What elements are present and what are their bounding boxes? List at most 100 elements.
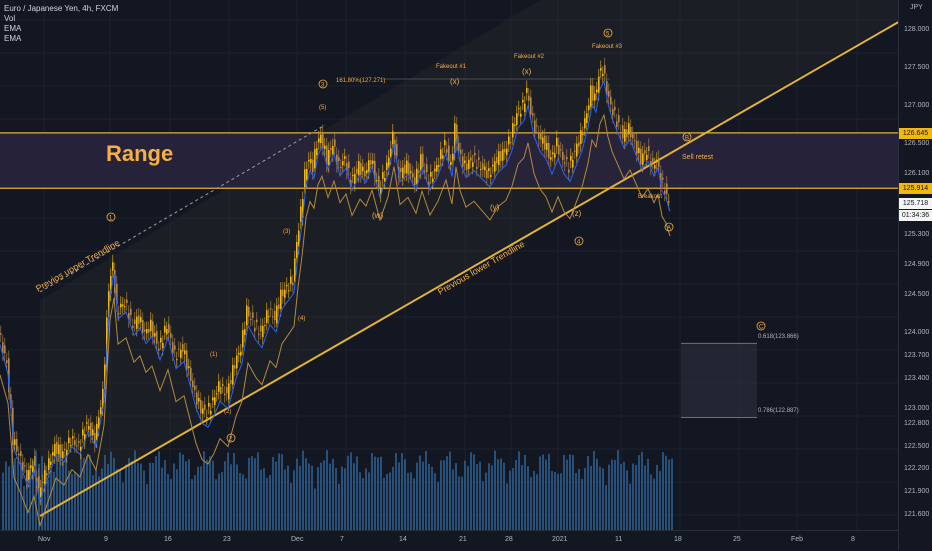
- volume-bar: [338, 483, 340, 530]
- candle-body: [388, 157, 390, 168]
- volume-bar: [344, 468, 346, 530]
- candle-body: [42, 481, 44, 484]
- candle-body: [170, 333, 172, 338]
- volume-bar: [326, 450, 328, 530]
- candle-body: [160, 337, 162, 343]
- candle-body: [450, 161, 452, 166]
- volume-bar: [584, 468, 586, 530]
- legend-ema-2[interactable]: EMA: [4, 34, 22, 43]
- volume-bar: [257, 452, 259, 530]
- candle-body: [640, 148, 642, 165]
- y-tick-label: 121.600: [904, 510, 930, 518]
- candle-body: [196, 392, 198, 405]
- candle-body: [530, 97, 532, 115]
- volume-bar: [518, 451, 520, 530]
- volume-bar: [452, 469, 454, 530]
- price-tag: 126.645: [899, 127, 932, 139]
- candle-body: [592, 85, 594, 101]
- candle-body: [316, 148, 318, 156]
- time-axis[interactable]: [0, 530, 898, 551]
- candle-body: [108, 291, 110, 318]
- volume-bar: [83, 457, 85, 530]
- candle-body: [434, 168, 436, 172]
- candle-body: [96, 423, 98, 441]
- price-scale[interactable]: [898, 0, 932, 550]
- volume-bar: [182, 454, 184, 530]
- candle-body: [62, 451, 64, 459]
- candle-body: [660, 172, 662, 188]
- volume-bar: [233, 453, 235, 530]
- legend-symbol[interactable]: Euro / Japanese Yen, 4h, FXCM: [4, 4, 119, 13]
- candle-body: [568, 169, 570, 173]
- candle-body: [554, 153, 556, 158]
- volume-bar: [440, 460, 442, 530]
- volume-bar: [278, 453, 280, 530]
- volume-bar: [236, 464, 238, 530]
- volume-bar: [485, 472, 487, 530]
- volume-bar: [530, 477, 532, 530]
- candle-body: [422, 153, 424, 167]
- candle-body: [382, 172, 384, 179]
- candle-body: [34, 456, 36, 467]
- volume-bar: [89, 454, 91, 530]
- volume-bar: [506, 483, 508, 530]
- legend-ema-1[interactable]: EMA: [4, 24, 22, 33]
- candle-body: [64, 448, 66, 451]
- candle-body: [110, 276, 112, 294]
- candle-body: [462, 156, 464, 167]
- candle-body: [404, 164, 406, 174]
- volume-bar: [464, 460, 466, 530]
- x-tick-label: 28: [505, 536, 513, 543]
- y-tick-label: 125.300: [904, 230, 930, 238]
- candle-body: [456, 124, 458, 144]
- legend-volume[interactable]: Vol: [4, 14, 16, 23]
- volume-bar: [536, 474, 538, 530]
- candle-body: [518, 108, 520, 110]
- volume-bar: [551, 471, 553, 530]
- volume-bar: [209, 456, 211, 530]
- volume-bar: [500, 458, 502, 530]
- volume-bar: [287, 465, 289, 530]
- volume-bar: [296, 458, 298, 530]
- candle-body: [300, 206, 302, 222]
- candle-body: [464, 160, 466, 164]
- candle-body: [30, 465, 32, 468]
- volume-bar: [650, 474, 652, 530]
- wave-4-label: 4: [577, 240, 581, 246]
- volume-bar: [41, 456, 43, 530]
- volume-bar: [479, 461, 481, 530]
- candle-body: [68, 437, 70, 444]
- volume-bar: [197, 466, 199, 530]
- candle-body: [524, 103, 526, 112]
- candle-body: [72, 436, 74, 439]
- volume-bar: [122, 482, 124, 530]
- volume-bar: [62, 461, 64, 530]
- candle-body: [558, 144, 560, 155]
- volume-bar: [329, 463, 331, 530]
- candle-body: [596, 89, 598, 93]
- annotation-fakeout-3: Fakeout #3: [592, 44, 623, 50]
- volume-bar: [74, 471, 76, 530]
- volume-bar: [101, 468, 103, 530]
- volume-bar: [371, 453, 373, 530]
- volume-bar: [47, 479, 49, 530]
- candle-body: [472, 162, 474, 167]
- candle-body: [542, 137, 544, 144]
- volume-bar: [521, 465, 523, 530]
- candle-body: [80, 446, 82, 452]
- volume-bar: [638, 455, 640, 530]
- candle-body: [506, 148, 508, 155]
- candle-body: [330, 148, 332, 150]
- volume-bar: [59, 453, 61, 530]
- candle-body: [566, 156, 568, 160]
- candle-body: [560, 149, 562, 151]
- volume-bar: [482, 481, 484, 530]
- candle-body: [92, 429, 94, 436]
- candle-body: [324, 145, 326, 150]
- volume-bar: [299, 465, 301, 530]
- candle-body: [112, 262, 114, 271]
- candle-body: [446, 149, 448, 153]
- candle-body: [282, 289, 284, 297]
- candle-body: [344, 156, 346, 159]
